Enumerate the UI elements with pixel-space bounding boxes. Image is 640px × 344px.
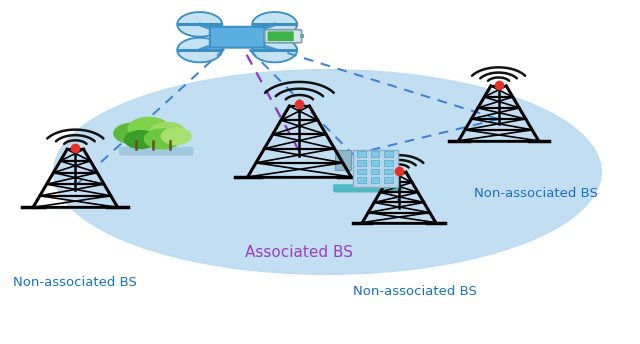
Polygon shape: [252, 12, 297, 37]
FancyBboxPatch shape: [353, 150, 397, 187]
Text: Non-associated BS: Non-associated BS: [353, 284, 477, 298]
Ellipse shape: [351, 222, 447, 224]
Text: Non-associated BS: Non-associated BS: [474, 187, 598, 200]
FancyBboxPatch shape: [371, 160, 380, 165]
Circle shape: [161, 128, 191, 144]
FancyBboxPatch shape: [371, 151, 380, 157]
FancyBboxPatch shape: [371, 177, 380, 183]
Text: Associated BS: Associated BS: [245, 245, 353, 260]
Ellipse shape: [20, 207, 131, 209]
FancyBboxPatch shape: [333, 184, 403, 193]
Circle shape: [150, 122, 185, 142]
FancyBboxPatch shape: [357, 169, 366, 174]
FancyBboxPatch shape: [384, 151, 393, 157]
FancyBboxPatch shape: [357, 177, 366, 183]
Polygon shape: [177, 38, 222, 62]
Circle shape: [125, 131, 157, 149]
FancyBboxPatch shape: [265, 30, 301, 43]
Circle shape: [145, 129, 180, 149]
FancyBboxPatch shape: [210, 27, 264, 47]
FancyBboxPatch shape: [335, 150, 351, 171]
FancyBboxPatch shape: [357, 151, 366, 157]
FancyBboxPatch shape: [371, 169, 380, 174]
Text: Non-associated BS: Non-associated BS: [13, 276, 137, 289]
FancyBboxPatch shape: [300, 34, 304, 38]
Ellipse shape: [232, 176, 367, 179]
Polygon shape: [177, 12, 222, 37]
FancyBboxPatch shape: [384, 169, 393, 174]
Ellipse shape: [447, 140, 550, 142]
Polygon shape: [252, 38, 297, 62]
Circle shape: [114, 123, 151, 144]
FancyBboxPatch shape: [357, 160, 366, 165]
FancyBboxPatch shape: [384, 160, 393, 165]
Circle shape: [128, 117, 170, 140]
Ellipse shape: [54, 69, 601, 275]
FancyBboxPatch shape: [268, 31, 294, 41]
FancyBboxPatch shape: [384, 177, 393, 183]
FancyBboxPatch shape: [119, 147, 193, 155]
